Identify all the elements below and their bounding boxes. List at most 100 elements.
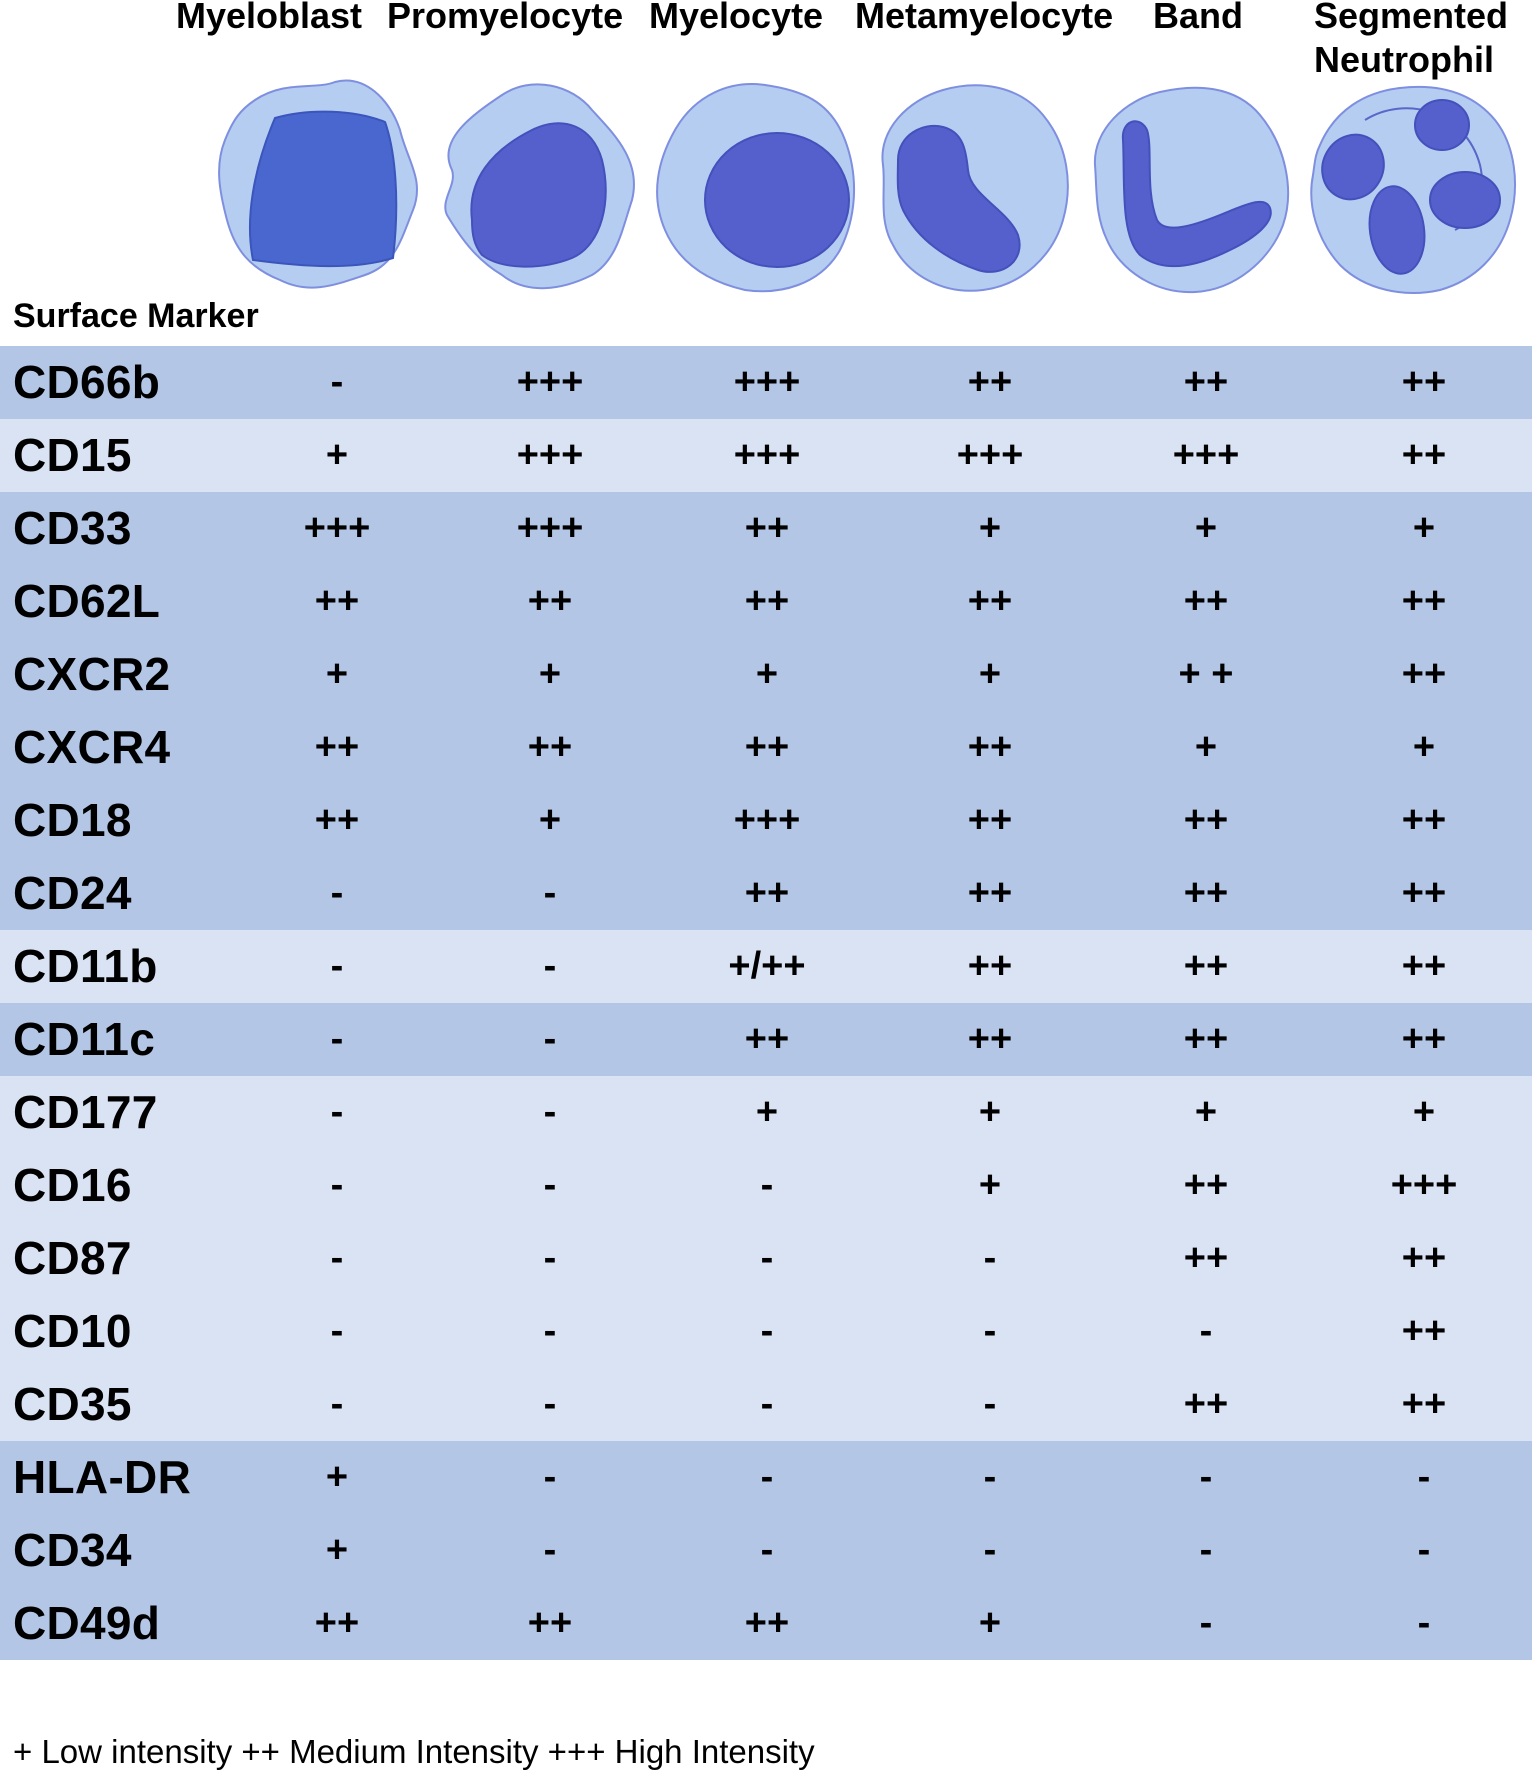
intensity-cell: ++ (314, 799, 360, 841)
intensity-cell: + (325, 1456, 349, 1498)
marker-label: CD35 (13, 1378, 132, 1430)
metamyelocyte-cell-icon (881, 84, 1069, 292)
intensity-cell: ++ (744, 1018, 790, 1060)
intensity-cell: - (760, 1237, 774, 1279)
intensity-cell: ++ (967, 726, 1013, 768)
intensity-cell: - (760, 1310, 774, 1352)
intensity-cell: - (1417, 1602, 1431, 1644)
marker-label: CD66b (13, 356, 161, 408)
intensity-cell: + (1412, 1091, 1436, 1133)
stage-myelocyte: Myelocyte (649, 0, 824, 36)
myelocyte-cell-icon (656, 83, 855, 293)
intensity-cell: +++ (516, 434, 584, 476)
intensity-cell: - (1417, 1456, 1431, 1498)
intensity-cell: + (755, 1091, 779, 1133)
stage-myeloblast: Myeloblast (176, 0, 363, 36)
table-row: CD11b - - +/++ ++ ++ ++ (0, 930, 1532, 1003)
intensity-cell: ++ (527, 1602, 573, 1644)
intensity-cell: ++ (1183, 1237, 1229, 1279)
intensity-cell: ++ (744, 507, 790, 549)
marker-label: CD16 (13, 1159, 132, 1211)
intensity-cell: +++ (733, 361, 801, 403)
marker-label: CD24 (13, 867, 132, 919)
intensity-cell: ++ (967, 1018, 1013, 1060)
intensity-cell: + (1412, 726, 1436, 768)
intensity-cell: ++ (1401, 653, 1447, 695)
intensity-cell: ++ (1401, 1310, 1447, 1352)
intensity-cell: + + (1178, 653, 1234, 695)
intensity-cell: ++ (1183, 799, 1229, 841)
intensity-cell: ++ (1183, 1383, 1229, 1425)
surface-marker-heading: Surface Marker (13, 297, 259, 335)
intensity-cell: ++ (967, 945, 1013, 987)
intensity-cell: +++ (303, 507, 371, 549)
intensity-cell: ++ (314, 580, 360, 622)
intensity-cell: - (543, 1456, 557, 1498)
intensity-cell: ++ (1183, 1018, 1229, 1060)
intensity-cell: - (543, 1529, 557, 1571)
table-row: CXCR4 ++ ++ ++ ++ + + (0, 711, 1532, 784)
intensity-cell: + (538, 799, 562, 841)
intensity-cell: - (983, 1310, 997, 1352)
intensity-cell: - (330, 1091, 344, 1133)
intensity-cell: + (1194, 507, 1218, 549)
intensity-cell: ++ (1401, 799, 1447, 841)
table-row: CD177 - - + + + + (0, 1076, 1532, 1149)
intensity-cell: ++ (967, 799, 1013, 841)
intensity-cell: + (755, 653, 779, 695)
table-row: HLA-DR + - - - - - (0, 1441, 1532, 1514)
intensity-cell: ++ (527, 726, 573, 768)
intensity-cell: +++ (956, 434, 1024, 476)
table-row: CD10 - - - - - ++ (0, 1295, 1532, 1368)
table-row: CD16- - - + ++ +++ (0, 1149, 1532, 1222)
intensity-cell: - (760, 1164, 774, 1206)
intensity-cell: - (543, 1164, 557, 1206)
marker-label: CD10 (13, 1305, 132, 1357)
intensity-cell: - (543, 872, 557, 914)
intensity-cell: - (543, 945, 557, 987)
intensity-cell: +++ (733, 799, 801, 841)
intensity-cell: + (1412, 507, 1436, 549)
promyelocyte-cell-icon (444, 83, 635, 290)
intensity-cell: ++ (1401, 945, 1447, 987)
intensity-cell: ++ (1401, 361, 1447, 403)
intensity-cell: ++ (967, 872, 1013, 914)
stage-promyelocyte: Promyelocyte (387, 0, 624, 36)
table-row: CD62L ++ ++ ++ ++ ++ ++ (0, 565, 1532, 638)
intensity-cell: ++ (1183, 580, 1229, 622)
intensity-cell: + (978, 1602, 1002, 1644)
intensity-cell: - (330, 945, 344, 987)
intensity-cell: - (543, 1091, 557, 1133)
intensity-cell: - (983, 1383, 997, 1425)
intensity-cell: ++ (1183, 945, 1229, 987)
intensity-cell: + (325, 1529, 349, 1571)
table-row: CD35 - - - - ++ ++ (0, 1368, 1532, 1441)
table-row: CD33 +++ +++ ++ + + + (0, 492, 1532, 565)
intensity-cell: + (978, 1164, 1002, 1206)
intensity-cell: ++ (967, 580, 1013, 622)
table-row: CD15 + +++ +++ +++ +++ ++ (0, 419, 1532, 492)
marker-label: CXCR2 (13, 648, 171, 700)
intensity-cell: - (760, 1456, 774, 1498)
intensity-cell: ++ (1183, 872, 1229, 914)
intensity-cell: - (1199, 1602, 1213, 1644)
intensity-cell: +/++ (728, 945, 806, 987)
intensity-cell: - (1417, 1529, 1431, 1571)
intensity-cell: - (1199, 1310, 1213, 1352)
intensity-cell: ++ (744, 872, 790, 914)
marker-label: CD49d (13, 1597, 161, 1649)
intensity-cell: ++ (1401, 1383, 1447, 1425)
marker-label: CD87 (13, 1232, 132, 1284)
intensity-cell: - (330, 1310, 344, 1352)
marker-label: HLA-DR (13, 1451, 192, 1503)
table-row: CD66b - +++ +++ ++ ++ ++ (0, 346, 1532, 419)
intensity-cell: ++ (527, 580, 573, 622)
intensity-cell: - (760, 1529, 774, 1571)
stage-segmented-neutrophil: Segmented Neutrophil (1314, 0, 1509, 80)
intensity-cell: ++ (1401, 1018, 1447, 1060)
table-row: CXCR2 + + + + + + ++ (0, 638, 1532, 711)
marker-label: CD177 (13, 1086, 158, 1138)
intensity-cell: + (978, 653, 1002, 695)
stage-band: Band (1153, 0, 1243, 36)
intensity-cell: ++ (744, 580, 790, 622)
